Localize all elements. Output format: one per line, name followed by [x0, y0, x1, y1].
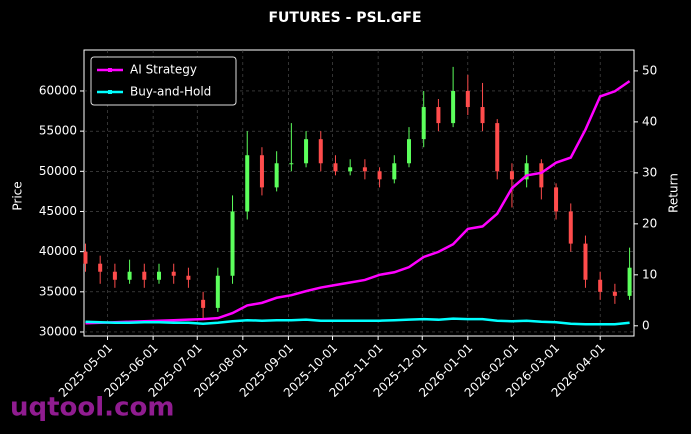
candle-body: [112, 271, 117, 280]
candle-body: [274, 163, 279, 188]
y2-tick-label: 50: [642, 63, 657, 77]
candle-body: [539, 163, 544, 188]
legend-box: [90, 56, 237, 106]
y-tick-label: 40000: [39, 244, 77, 258]
candle-body: [186, 275, 191, 280]
candle-body: [259, 155, 264, 188]
candle-body: [583, 243, 588, 280]
candle-body: [436, 107, 441, 124]
legend-label: Buy-and-Hold: [130, 85, 211, 99]
candle-body: [318, 139, 323, 164]
candle-body: [509, 171, 514, 180]
y-tick-label: 30000: [39, 324, 77, 338]
candle-body: [392, 163, 397, 180]
y2-tick-label: 40: [642, 114, 657, 128]
y2-tick-label: 10: [642, 267, 657, 281]
candle-body: [362, 167, 367, 172]
candle-body: [451, 90, 456, 124]
candle-body: [157, 271, 161, 280]
candle-body: [171, 271, 176, 276]
candle-body: [348, 167, 353, 172]
legend: AI Strategy Buy-and-Hold: [90, 56, 237, 106]
candle-body: [333, 163, 338, 172]
chart-title: FUTURES - PSL.GFE: [268, 10, 421, 26]
candle-body: [627, 267, 632, 296]
y2-tick-label: 20: [642, 216, 657, 230]
legend-marker: [108, 90, 112, 94]
candle-body: [230, 211, 235, 276]
candle-body: [421, 107, 426, 140]
candle-body: [407, 139, 411, 164]
candle-body: [465, 90, 470, 108]
candle-body: [83, 251, 88, 264]
candle-body: [598, 279, 603, 292]
candle-body: [215, 275, 220, 308]
y2-axis-label: Return: [667, 173, 681, 213]
candle-body: [612, 291, 617, 296]
candle-body: [480, 107, 485, 124]
candle-body: [377, 171, 382, 180]
y2-tick-label: 0: [642, 318, 650, 332]
series-line: [85, 80, 631, 325]
candle-body: [554, 187, 559, 212]
legend-marker: [108, 68, 112, 72]
candle-body: [127, 271, 132, 280]
y-tick-label: 50000: [39, 164, 77, 178]
candle-body: [201, 299, 206, 308]
candle-body: [289, 163, 294, 165]
candle-body: [495, 123, 500, 172]
watermark: uqtool.com: [10, 393, 174, 423]
legend-label: AI Strategy: [130, 63, 197, 77]
candle-body: [568, 211, 573, 244]
y2-tick-label: 30: [642, 165, 657, 179]
candle-body: [98, 263, 103, 272]
y-tick-label: 55000: [39, 124, 77, 138]
candle-body: [142, 271, 147, 280]
y-tick-label: 45000: [39, 204, 77, 218]
y-tick-label: 35000: [39, 284, 77, 298]
candle-body: [524, 163, 529, 180]
candle-body: [304, 139, 309, 164]
y-tick-label: 60000: [39, 83, 77, 97]
series-line: [85, 317, 630, 326]
y-axis-label: Price: [11, 181, 25, 210]
candle-body: [245, 155, 250, 212]
